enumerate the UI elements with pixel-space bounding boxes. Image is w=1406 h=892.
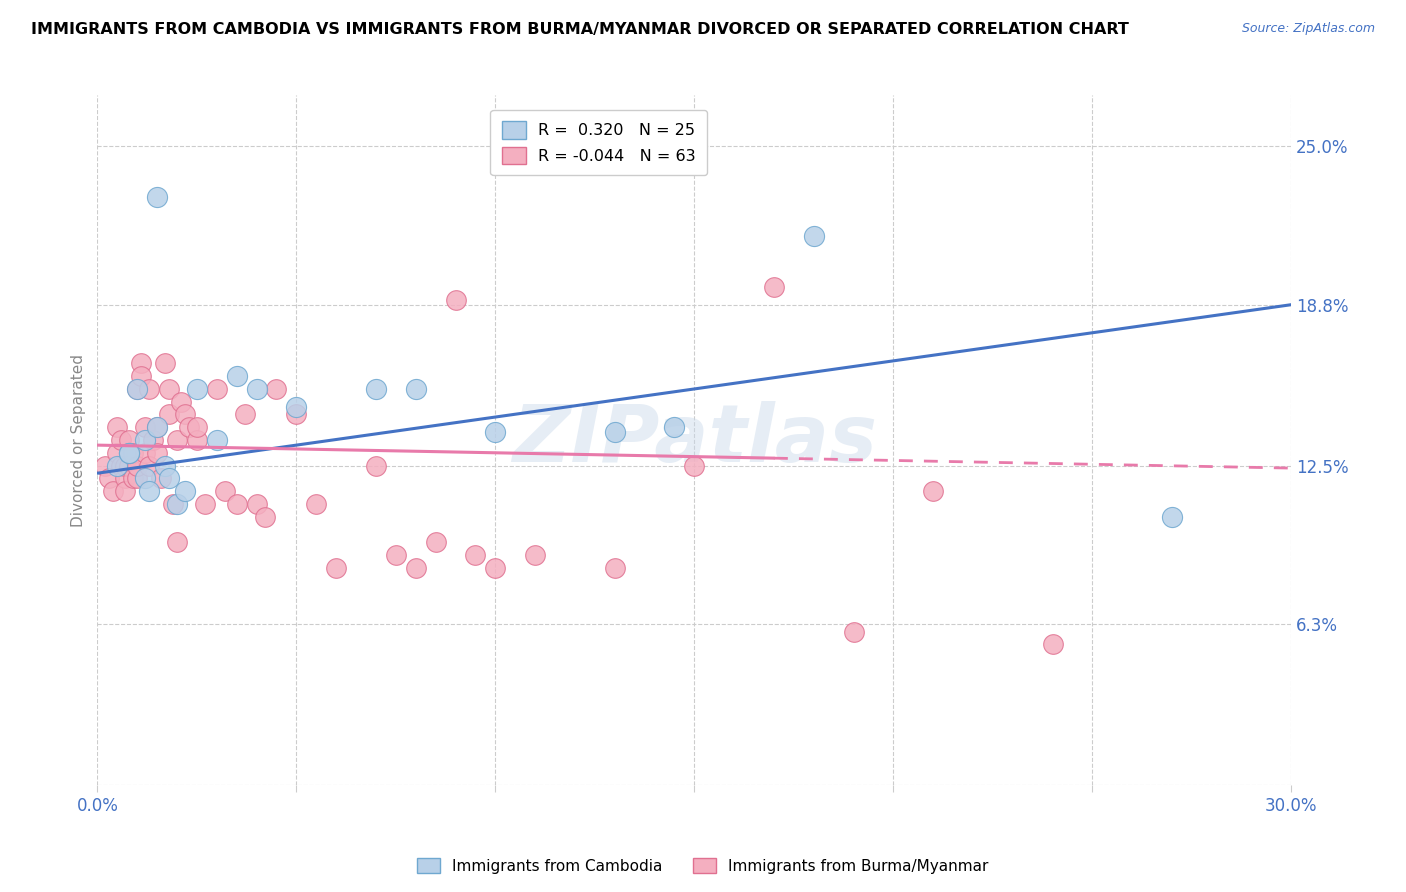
Point bbox=[225, 369, 247, 384]
Point bbox=[253, 509, 276, 524]
Point bbox=[524, 548, 547, 562]
Point bbox=[364, 382, 387, 396]
Point bbox=[105, 458, 128, 473]
Point bbox=[153, 356, 176, 370]
Point bbox=[146, 420, 169, 434]
Point bbox=[186, 382, 208, 396]
Point bbox=[153, 458, 176, 473]
Point bbox=[364, 458, 387, 473]
Point bbox=[683, 458, 706, 473]
Text: ZIPatlas: ZIPatlas bbox=[512, 401, 877, 479]
Point bbox=[444, 293, 467, 307]
Point bbox=[150, 471, 173, 485]
Point bbox=[664, 420, 686, 434]
Point bbox=[266, 382, 288, 396]
Point bbox=[603, 560, 626, 574]
Point bbox=[762, 280, 785, 294]
Point bbox=[110, 458, 132, 473]
Point bbox=[157, 471, 180, 485]
Point bbox=[166, 535, 188, 549]
Text: Source: ZipAtlas.com: Source: ZipAtlas.com bbox=[1241, 22, 1375, 36]
Point bbox=[603, 425, 626, 440]
Point bbox=[114, 484, 136, 499]
Point bbox=[138, 458, 160, 473]
Point bbox=[146, 446, 169, 460]
Point bbox=[105, 420, 128, 434]
Point bbox=[134, 471, 156, 485]
Point bbox=[194, 497, 217, 511]
Point bbox=[162, 497, 184, 511]
Point bbox=[285, 408, 308, 422]
Point bbox=[405, 382, 427, 396]
Point bbox=[122, 446, 145, 460]
Point bbox=[245, 497, 267, 511]
Point bbox=[170, 394, 193, 409]
Point bbox=[129, 356, 152, 370]
Point bbox=[186, 433, 208, 447]
Point bbox=[122, 471, 145, 485]
Point bbox=[114, 458, 136, 473]
Point bbox=[484, 560, 506, 574]
Point bbox=[127, 382, 149, 396]
Point bbox=[127, 458, 149, 473]
Point bbox=[385, 548, 408, 562]
Point bbox=[134, 433, 156, 447]
Point bbox=[127, 382, 149, 396]
Point bbox=[110, 433, 132, 447]
Point bbox=[803, 228, 825, 243]
Point bbox=[1042, 637, 1064, 651]
Y-axis label: Divorced or Separated: Divorced or Separated bbox=[72, 353, 86, 526]
Point bbox=[157, 408, 180, 422]
Point bbox=[177, 420, 200, 434]
Point bbox=[922, 484, 945, 499]
Point bbox=[138, 484, 160, 499]
Point bbox=[174, 408, 197, 422]
Point bbox=[146, 190, 169, 204]
Point bbox=[94, 458, 117, 473]
Point bbox=[114, 471, 136, 485]
Point bbox=[134, 446, 156, 460]
Point bbox=[233, 408, 256, 422]
Point bbox=[118, 446, 141, 460]
Point bbox=[138, 382, 160, 396]
Point bbox=[174, 484, 197, 499]
Point bbox=[225, 497, 247, 511]
Text: IMMIGRANTS FROM CAMBODIA VS IMMIGRANTS FROM BURMA/MYANMAR DIVORCED OR SEPARATED : IMMIGRANTS FROM CAMBODIA VS IMMIGRANTS F… bbox=[31, 22, 1129, 37]
Legend: Immigrants from Cambodia, Immigrants from Burma/Myanmar: Immigrants from Cambodia, Immigrants fro… bbox=[411, 852, 995, 880]
Point bbox=[1161, 509, 1184, 524]
Point bbox=[245, 382, 267, 396]
Point bbox=[205, 433, 228, 447]
Legend: R =  0.320   N = 25, R = -0.044   N = 63: R = 0.320 N = 25, R = -0.044 N = 63 bbox=[491, 110, 707, 176]
Point bbox=[157, 382, 180, 396]
Point bbox=[186, 420, 208, 434]
Point bbox=[98, 471, 121, 485]
Point bbox=[134, 420, 156, 434]
Point bbox=[842, 624, 865, 639]
Point bbox=[325, 560, 347, 574]
Point bbox=[205, 382, 228, 396]
Point bbox=[214, 484, 236, 499]
Point bbox=[118, 433, 141, 447]
Point bbox=[118, 458, 141, 473]
Point bbox=[484, 425, 506, 440]
Point bbox=[405, 560, 427, 574]
Point bbox=[129, 369, 152, 384]
Point bbox=[166, 433, 188, 447]
Point bbox=[118, 446, 141, 460]
Point bbox=[305, 497, 328, 511]
Point bbox=[142, 433, 165, 447]
Point bbox=[464, 548, 486, 562]
Point bbox=[166, 497, 188, 511]
Point bbox=[103, 484, 125, 499]
Point bbox=[285, 400, 308, 414]
Point bbox=[105, 446, 128, 460]
Point bbox=[146, 420, 169, 434]
Point bbox=[127, 471, 149, 485]
Point bbox=[425, 535, 447, 549]
